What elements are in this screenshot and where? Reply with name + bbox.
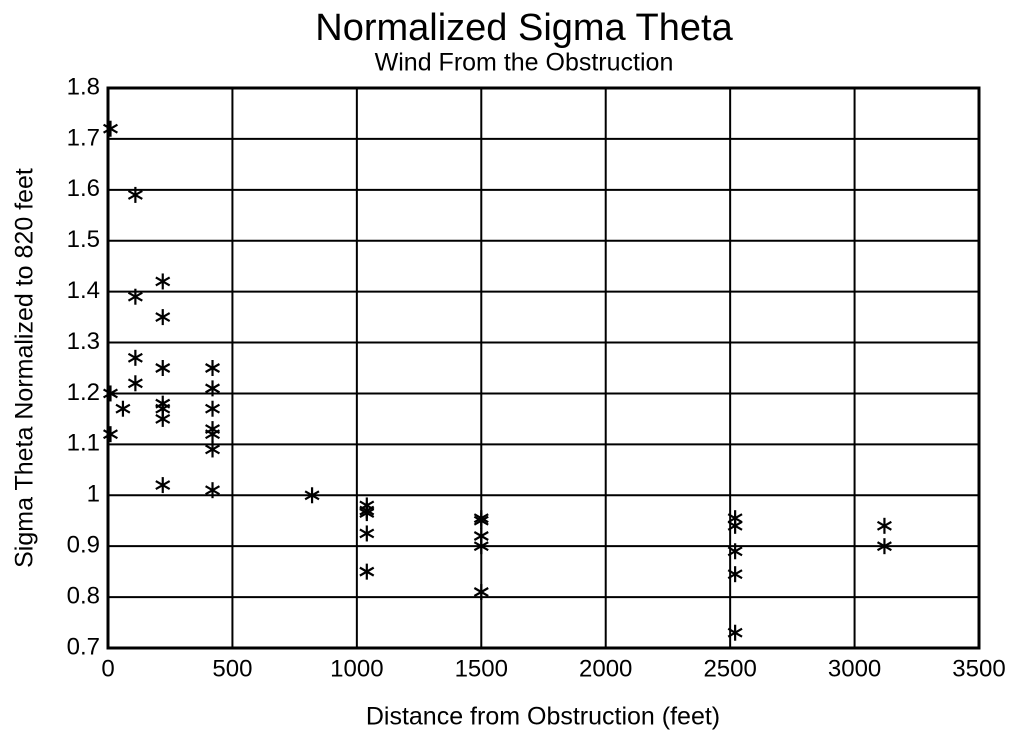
x-tick-label: 3500 — [952, 655, 1005, 682]
marker-stroke — [473, 541, 489, 552]
marker — [155, 410, 171, 427]
x-tick-label: 3000 — [828, 655, 881, 682]
marker — [473, 538, 489, 555]
x-axis-label: Distance from Obstruction (feet) — [366, 703, 720, 731]
marker — [727, 543, 743, 560]
marker-stroke — [876, 520, 892, 531]
y-tick-label: 1.2 — [67, 379, 100, 406]
marker-stroke — [205, 383, 220, 394]
marker-stroke — [727, 627, 743, 638]
marker-stroke — [127, 189, 143, 200]
y-tick-label: 1.3 — [67, 328, 100, 355]
marker — [205, 400, 220, 417]
marker-stroke — [155, 403, 171, 414]
marker-stroke — [155, 312, 171, 323]
marker — [155, 309, 171, 326]
marker-stroke — [155, 413, 171, 424]
marker-stroke — [727, 546, 743, 557]
marker-stroke — [359, 528, 375, 539]
marker — [103, 120, 118, 137]
marker — [205, 441, 220, 458]
marker — [359, 525, 375, 542]
x-tick-label: 500 — [212, 655, 252, 682]
marker — [155, 273, 171, 290]
marker-stroke — [727, 520, 743, 531]
plot-frame — [106, 86, 981, 650]
x-tick-label: 2500 — [703, 655, 756, 682]
marker — [103, 426, 118, 443]
y-axis-label: Sigma Theta Normalized to 820 feet — [11, 168, 39, 568]
marker — [304, 487, 320, 504]
marker-stroke — [359, 508, 375, 519]
chart-title: Normalized Sigma Theta — [315, 7, 733, 49]
marker — [876, 538, 892, 555]
marker — [727, 517, 743, 534]
marker — [115, 400, 131, 417]
marker-stroke — [103, 123, 118, 134]
x-tick-label: 1500 — [455, 655, 508, 682]
marker-stroke — [359, 566, 375, 577]
marker — [103, 385, 118, 402]
marker — [473, 584, 489, 600]
marker-stroke — [876, 541, 892, 552]
x-tick-label: 0 — [101, 655, 114, 682]
marker-stroke — [473, 531, 489, 541]
marker — [155, 360, 171, 376]
marker — [127, 375, 143, 392]
marker — [359, 563, 375, 580]
marker-stroke — [205, 363, 220, 373]
y-tick-label: 0.9 — [67, 532, 100, 559]
marker-stroke — [127, 352, 143, 363]
marker-stroke — [473, 515, 489, 526]
marker — [205, 482, 220, 499]
y-tick-label: 1.6 — [67, 175, 100, 202]
marker — [155, 477, 171, 494]
marker-stroke — [103, 388, 118, 399]
marker-stroke — [205, 485, 220, 496]
marker-stroke — [205, 444, 220, 455]
marker — [127, 288, 143, 305]
y-tick-label: 1.7 — [67, 124, 100, 151]
marker-stroke — [155, 363, 171, 373]
x-tick-label: 1000 — [330, 655, 383, 682]
marker-stroke — [127, 378, 143, 389]
marker-stroke — [155, 276, 171, 287]
marker — [473, 512, 489, 529]
marker-stroke — [155, 480, 171, 491]
marker — [205, 360, 220, 376]
marker-stroke — [205, 403, 220, 414]
y-tick-label: 0.7 — [67, 633, 100, 660]
marker — [727, 624, 743, 641]
marker-stroke — [127, 291, 143, 302]
marker — [205, 380, 220, 397]
y-tick-label: 1.4 — [67, 277, 100, 304]
marker — [359, 505, 375, 522]
marker-stroke — [727, 569, 743, 580]
y-tick-label: 1.8 — [67, 73, 100, 100]
marker-stroke — [473, 587, 489, 597]
y-tick-label: 1 — [87, 481, 100, 508]
marker — [205, 426, 220, 443]
y-tick-label: 1.1 — [67, 430, 100, 457]
marker — [127, 349, 143, 366]
marker-stroke — [103, 429, 118, 440]
x-tick-label: 2000 — [579, 655, 632, 682]
y-tick-label: 0.8 — [67, 582, 100, 609]
marker-stroke — [205, 429, 220, 440]
chart-subtitle: Wind From the Obstruction — [375, 49, 674, 77]
marker — [727, 566, 743, 583]
marker-stroke — [304, 490, 320, 501]
marker — [127, 186, 143, 203]
marker-stroke — [115, 403, 131, 414]
y-tick-label: 1.5 — [67, 226, 100, 253]
marker — [876, 517, 892, 534]
